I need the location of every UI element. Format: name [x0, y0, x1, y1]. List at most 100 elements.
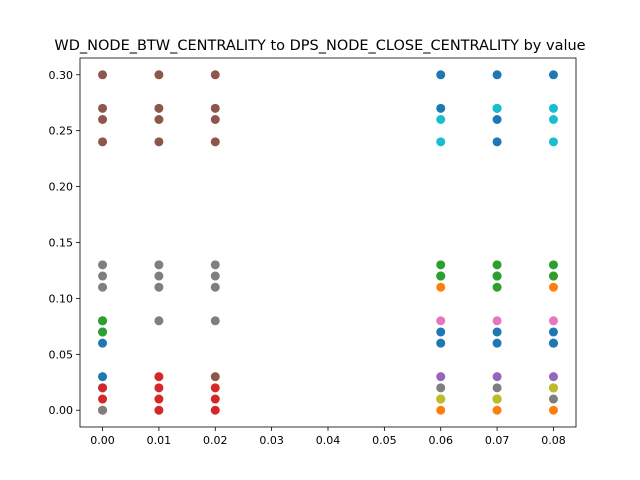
x-tick-label: 0.06	[428, 434, 453, 447]
x-tick-label: 0.01	[147, 434, 172, 447]
data-point	[492, 405, 502, 415]
data-point	[210, 260, 220, 270]
data-point	[492, 327, 502, 337]
data-point	[492, 338, 502, 348]
y-tick-label: 0.25	[49, 125, 74, 138]
x-tick-label: 0.05	[372, 434, 397, 447]
data-point	[436, 103, 446, 113]
data-point	[98, 316, 108, 326]
data-point	[548, 260, 558, 270]
y-tick-label: 0.20	[49, 181, 74, 194]
series-6	[436, 316, 558, 326]
y-tick-label: 0.10	[49, 292, 74, 305]
data-point	[492, 137, 502, 147]
x-tick-label: 0.00	[90, 434, 115, 447]
data-point	[98, 115, 108, 124]
chart-title: WD_NODE_BTW_CENTRALITY to DPS_NODE_CLOSE…	[54, 38, 585, 54]
data-point	[98, 405, 108, 415]
data-point	[210, 103, 220, 113]
data-point	[154, 103, 164, 113]
data-point	[154, 260, 164, 270]
data-point	[548, 282, 558, 292]
data-point	[436, 316, 446, 326]
data-point	[210, 372, 220, 382]
data-points	[98, 70, 558, 415]
plot-area	[80, 58, 576, 427]
y-tick-label: 0.30	[49, 69, 74, 82]
data-point	[210, 405, 220, 415]
data-point	[548, 338, 558, 348]
data-point	[436, 282, 446, 292]
data-point	[98, 103, 108, 113]
y-axis: 0.00 0.05 0.10 0.15 0.20 0.25 0.30	[49, 69, 80, 417]
data-point	[210, 282, 220, 292]
x-tick-label: 0.07	[485, 434, 510, 447]
data-point	[436, 115, 446, 124]
data-point	[548, 70, 558, 80]
data-point	[492, 316, 502, 326]
data-point	[210, 394, 220, 404]
x-tick-label: 0.03	[259, 434, 284, 447]
data-point	[548, 327, 558, 337]
data-point	[98, 70, 108, 80]
x-tick-label: 0.02	[203, 434, 228, 447]
data-point	[98, 338, 108, 348]
data-point	[210, 137, 220, 147]
data-point	[210, 383, 220, 393]
series-9	[436, 103, 558, 147]
plot-frame	[79, 57, 577, 428]
data-point	[154, 394, 164, 404]
x-axis: 0.00 0.01 0.02 0.03 0.04 0.05 0.06 0.07 0.08	[90, 427, 566, 447]
data-point	[436, 405, 446, 415]
data-point	[98, 260, 108, 270]
data-point	[154, 383, 164, 393]
data-point	[98, 137, 108, 147]
data-point	[436, 327, 446, 337]
data-point	[154, 282, 164, 292]
data-point	[548, 103, 558, 113]
data-point	[210, 115, 220, 124]
data-point	[98, 383, 108, 393]
data-point	[154, 316, 164, 326]
data-point	[492, 394, 502, 404]
data-point	[548, 394, 558, 404]
data-point	[98, 394, 108, 404]
data-point	[548, 405, 558, 415]
data-point	[548, 372, 558, 382]
series-2	[98, 260, 558, 337]
data-point	[436, 70, 446, 80]
data-point	[154, 271, 164, 281]
data-point	[436, 372, 446, 382]
data-point	[492, 115, 502, 124]
data-point	[548, 137, 558, 147]
data-point	[210, 70, 220, 80]
data-point	[548, 115, 558, 124]
data-point	[436, 260, 446, 270]
series-4	[436, 372, 558, 382]
y-tick-label: 0.00	[49, 404, 74, 417]
x-tick-label: 0.08	[541, 434, 566, 447]
data-point	[436, 338, 446, 348]
data-point	[436, 271, 446, 281]
data-point	[548, 271, 558, 281]
data-point	[98, 372, 108, 382]
data-point	[492, 271, 502, 281]
data-point	[492, 383, 502, 393]
data-point	[492, 260, 502, 270]
data-point	[154, 137, 164, 147]
x-tick-label: 0.04	[316, 434, 341, 447]
data-point	[210, 271, 220, 281]
data-point	[492, 282, 502, 292]
data-point	[154, 70, 164, 80]
data-point	[98, 282, 108, 292]
data-point	[436, 383, 446, 393]
data-point	[436, 137, 446, 147]
data-point	[492, 70, 502, 80]
data-point	[492, 103, 502, 113]
data-point	[154, 372, 164, 382]
data-point	[154, 405, 164, 415]
data-point	[492, 372, 502, 382]
data-point	[210, 316, 220, 326]
data-point	[98, 271, 108, 281]
